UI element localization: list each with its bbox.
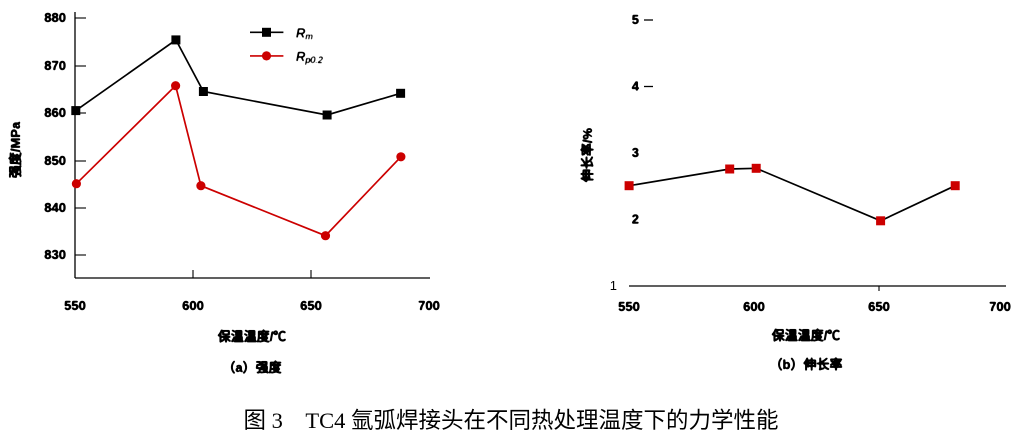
- svg-text:850: 850: [44, 153, 66, 168]
- svg-text:强度/MPa: 强度/MPa: [8, 121, 23, 178]
- svg-text:550: 550: [64, 298, 86, 313]
- svg-text:保温温度/℃: 保温温度/℃: [217, 329, 287, 344]
- svg-text:600: 600: [182, 298, 204, 313]
- svg-text:550: 550: [618, 299, 640, 314]
- svg-text:830: 830: [44, 247, 66, 262]
- svg-text:700: 700: [418, 298, 440, 313]
- svg-text:图 3 TC4 氩弧焊接头在不同热处理温度下的力学性能: 图 3 TC4 氩弧焊接头在不同热处理温度下的力学性能: [243, 408, 778, 433]
- svg-text:870: 870: [44, 58, 66, 73]
- svg-text:700: 700: [989, 299, 1011, 314]
- svg-text:840: 840: [44, 200, 66, 215]
- svg-text:保温温度/℃: 保温温度/℃: [771, 328, 841, 343]
- svg-text:860: 860: [44, 105, 66, 120]
- svg-text:600: 600: [743, 299, 765, 314]
- svg-text:3: 3: [632, 145, 639, 160]
- svg-text:（a）强度: （a）强度: [222, 360, 282, 375]
- svg-text:2: 2: [632, 212, 639, 227]
- svg-text:650: 650: [868, 299, 890, 314]
- svg-text:（b）伸长率: （b）伸长率: [770, 357, 843, 372]
- svg-text:4: 4: [632, 79, 640, 94]
- svg-text:1: 1: [610, 278, 617, 293]
- svg-text:5: 5: [632, 12, 639, 27]
- svg-text:650: 650: [300, 298, 322, 313]
- svg-text:880: 880: [44, 10, 66, 25]
- svg-text:伸长率/%: 伸长率/%: [580, 127, 595, 183]
